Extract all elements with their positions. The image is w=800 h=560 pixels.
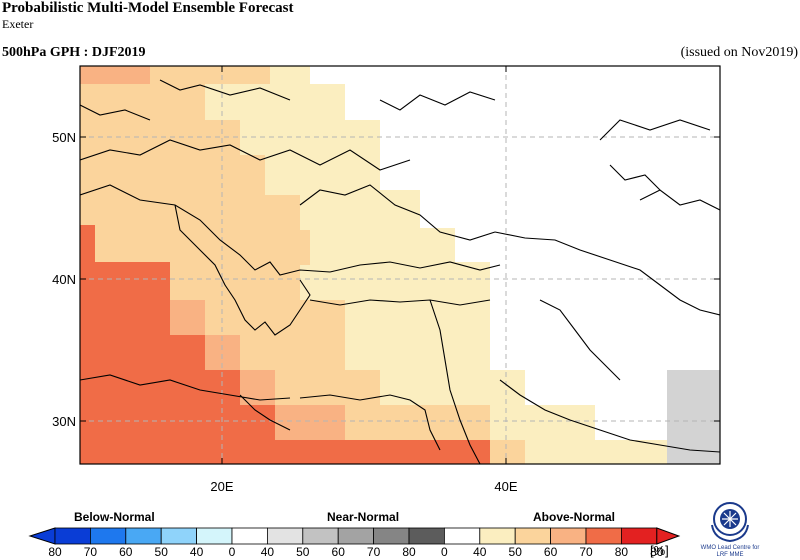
colorbar-tick-label: 70 (84, 545, 98, 559)
colorbar-bin (408, 527, 445, 545)
colorbar-tick-label: 60 (544, 545, 558, 559)
colorbar-bin (160, 527, 197, 545)
issued-date: (issued on Nov2019) (680, 45, 798, 60)
colorbar-tick-label: 70 (367, 545, 381, 559)
wmo-logo-caption: WMO Lead Centre for LRF MME (700, 545, 760, 559)
legend-below-normal: Below-Normal (74, 510, 155, 524)
colorbar-bin (54, 527, 91, 545)
colorbar-bin (302, 527, 339, 545)
colorbar-bin (443, 527, 481, 545)
colorbar-tick-label: 40 (261, 545, 275, 559)
colorbar-bin (373, 527, 410, 545)
forecast-centre: Exeter (2, 17, 34, 31)
map-frame (79, 65, 721, 465)
legend-unit: [%] (650, 543, 669, 558)
colorbar-tick-label: 50 (296, 545, 310, 559)
colorbar-bin (196, 527, 233, 545)
logo-caption-line-2: LRF MME (716, 552, 744, 558)
legend-above-normal: Above-Normal (533, 510, 616, 524)
colorbar-tick-label: 60 (332, 545, 346, 559)
legend-near-normal: Near-Normal (327, 510, 400, 524)
colorbar-tick-label: 80 (48, 545, 62, 559)
lon-label-20e: 20E (210, 479, 233, 494)
colorbar-bin (266, 527, 304, 545)
colorbar-right-arrow (656, 527, 681, 545)
coastlines-borders (80, 79, 720, 464)
colorbar-tick-label: 60 (119, 545, 133, 559)
probability-field (80, 66, 720, 464)
variable-season: 500hPa GPH : DJF2019 (2, 45, 146, 60)
colorbar-tick-label: 0 (229, 545, 236, 559)
forecast-title: Probabilistic Multi-Model Ensemble Forec… (2, 0, 294, 16)
lat-label-50n: 50N (52, 130, 76, 145)
colorbar-tick-label: 70 (579, 545, 593, 559)
colorbar-bin (514, 527, 552, 545)
colorbar-tick-label: 50 (155, 545, 169, 559)
legend-colorbar (28, 527, 681, 545)
colorbar-tick-label: 80 (615, 545, 629, 559)
graticule (80, 66, 720, 464)
lon-label-40e: 40E (494, 479, 517, 494)
near-normal-40-region (667, 370, 720, 464)
colorbar-left-arrow (28, 527, 56, 545)
axis-ticks (80, 66, 720, 464)
lat-label-40n: 40N (52, 272, 76, 287)
colorbar-bin (479, 527, 516, 545)
colorbar-tick-label: 80 (650, 545, 664, 559)
colorbar-tick-label: 40 (190, 545, 204, 559)
colorbar-tick-label: 80 (402, 545, 416, 559)
logo-caption-line-1: WMO Lead Centre for (700, 545, 760, 551)
colorbar-bin (125, 527, 162, 545)
wmo-logo (711, 502, 749, 543)
above-normal-70-region (80, 225, 490, 464)
colorbar-bin (621, 527, 658, 545)
colorbar-bin (337, 527, 375, 545)
colorbar-tick-label: 50 (509, 545, 523, 559)
colorbar-bin (90, 527, 127, 545)
legend-labels: 80 70 60 50 40 0 40 50 60 70 80 0 40 50 60 70 80 80 (48, 545, 663, 559)
colorbar-tick-label: 40 (473, 545, 487, 559)
lat-label-30n: 30N (52, 414, 76, 429)
colorbar-bin (585, 527, 622, 545)
colorbar-tick-label: 0 (441, 545, 448, 559)
colorbar-bin (550, 527, 587, 545)
colorbar-bin (231, 527, 268, 545)
